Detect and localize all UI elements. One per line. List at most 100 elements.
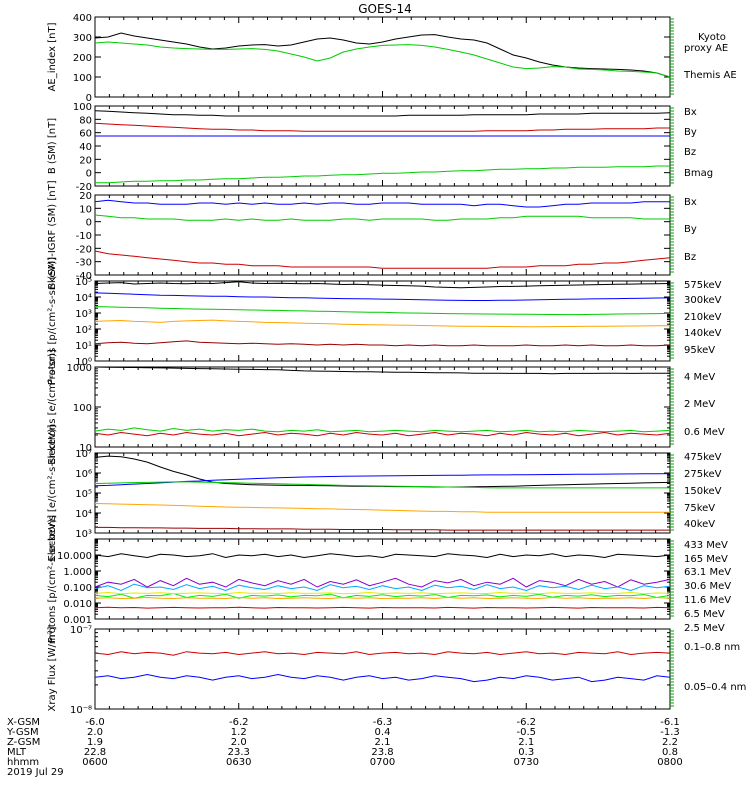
y-tick-label: 10 [79,443,92,454]
y-tick-label: 10.000 [57,551,92,562]
x-tick-label: 2.0 [87,727,103,738]
series-line-4-mev [94,366,670,375]
x-row-label: MLT [7,747,27,758]
x-tick-label: 0.3 [518,747,534,758]
panel-frame [94,16,671,98]
x-tick-label: -6.2 [516,717,536,728]
y-tick-label: 400 [73,13,92,24]
series-line-210kev [94,306,671,316]
legend-entry: 475keV [684,452,722,463]
x-tick-label: 2.0 [231,737,247,748]
x-row-label: hhmm [7,757,39,768]
series-line-63-1-mev [94,591,671,595]
legend-entry: By [684,127,697,138]
x-tick-label: -6.3 [373,717,393,728]
y-axis-label: Protons [p/(cm²-s-sr-keV)] [47,515,58,643]
series-line-300kev [94,292,671,301]
y-tick-label: 10¹ [75,341,92,352]
panel-frame [94,194,671,276]
legend-entry: 433 MeV [684,540,728,551]
series-line-95kev [94,340,671,347]
series-line-themis-ae [94,32,671,78]
x-tick-label: 0.4 [375,727,391,738]
legend-entry: 30.6 MeV [684,581,731,592]
y-tick-label: 10⁻⁷ [70,625,92,636]
legend-entry: Kyoto proxy AE [684,32,728,54]
y-tick-label: -30 [76,258,92,269]
x-tick-label: 22.8 [84,747,106,758]
series-line-165-mev [94,596,671,600]
legend-entry: 150keV [684,486,722,497]
legend-entry: 275keV [684,469,722,480]
y-axis-label: Xray Flux [W/m²] [47,626,58,711]
series-line-140kev [94,319,671,328]
x-tick-label: 0800 [657,757,682,768]
y-tick-label: 300 [73,33,92,44]
y-tick-label: 10⁵ [75,277,92,288]
x-tick-label: 2.1 [518,737,534,748]
series-line-bx [94,199,670,208]
y-tick-label: 100 [73,102,92,113]
legend-entry: 0.05–0.4 nm [684,682,746,693]
legend-entry: Themis AE [683,70,737,81]
y-tick-label: 0 [86,169,92,180]
x-row-label: X-GSM [7,717,40,728]
series-line-kyoto-proxy-ae [94,41,671,78]
y-tick-label: 10⁴ [75,293,92,304]
y-tick-label: 200 [73,53,92,64]
panel-5: 10 100 1000 Electrons [e/(cm²-s-sr)] 4 MeV 2 … [47,349,725,465]
y-tick-label: 20 [79,155,92,166]
y-axis-label: Protons [p/(cm²-s-sr-keV)] [47,257,58,385]
x-tick-label: 2.1 [375,737,391,748]
panel-frame [94,452,671,534]
legend-entry: 2.5 MeV [684,623,725,634]
legend-entry: 165 MeV [684,554,728,565]
legend-entry: By [684,224,697,235]
legend-entry: Bz [684,252,696,263]
y-tick-label: 10³ [75,309,92,320]
y-axis-label: B (SM) [nT] [47,118,58,174]
y-tick-label: 10⁶ [75,469,92,480]
legend-entry: 300keV [684,295,722,306]
legend-entry: 95keV [684,345,715,356]
y-tick-label: 10⁰ [75,357,92,368]
series-line-0-05-0-4-nm [94,673,671,683]
chart-title: GOES-14 [358,2,412,16]
legend-entry: 140keV [684,328,722,339]
x-tick-label: 0730 [514,757,539,768]
series-line-150kev [94,481,670,489]
legend-entry: 63.1 MeV [684,567,731,578]
series-line-40kev [95,526,670,531]
y-tick-label: 1000 [67,363,92,374]
x-tick-label: 1.2 [231,727,247,738]
series-line-11-6-mev [94,583,671,592]
y-axis-label: B (SM)-IGRF (SM) [nT] [47,180,58,289]
series-line-575kev [94,281,671,289]
panel-4: 10⁰ 10¹ 10² 10³ 10⁴ 10⁵ Protons [p/(cm²-s-sr-k… [47,257,722,385]
legend-entry: 4 MeV [684,372,715,383]
y-tick-label: -20 [76,182,92,193]
series-line-bz [94,250,671,269]
y-tick-label: 80 [79,115,92,126]
legend-entry: 75keV [684,503,715,514]
y-tick-label: 0.010 [63,599,92,610]
panel-1: 0 100 200 300 400 AE_index [nT] Kyoto proxy AE T… [47,13,737,104]
panel-6: 10³ 10⁴ 10⁵ 10⁶ 10⁷ Electrons [e/(cm²-s-sr-ke… [47,424,722,561]
y-axis-label: Electrons [e/(cm²-s-sr)] [47,349,58,465]
y-tick-label: 0 [86,93,92,104]
legend-entry: 0.6 MeV [684,427,725,438]
x-tick-label: 0600 [82,757,107,768]
y-tick-label: 0 [86,218,92,229]
series-line-433-mev [94,606,671,609]
y-tick-label: 0.100 [63,583,92,594]
y-tick-label: 60 [79,129,92,140]
legend-entry: 0.1–0.8 nm [684,642,740,653]
panel-frame [94,105,671,187]
series-line-75kev [94,503,670,513]
y-tick-label: -40 [76,271,92,282]
y-tick-label: 10⁻⁸ [70,705,92,716]
legend-entry: 2 MeV [684,399,715,410]
series-line-by [94,214,670,221]
